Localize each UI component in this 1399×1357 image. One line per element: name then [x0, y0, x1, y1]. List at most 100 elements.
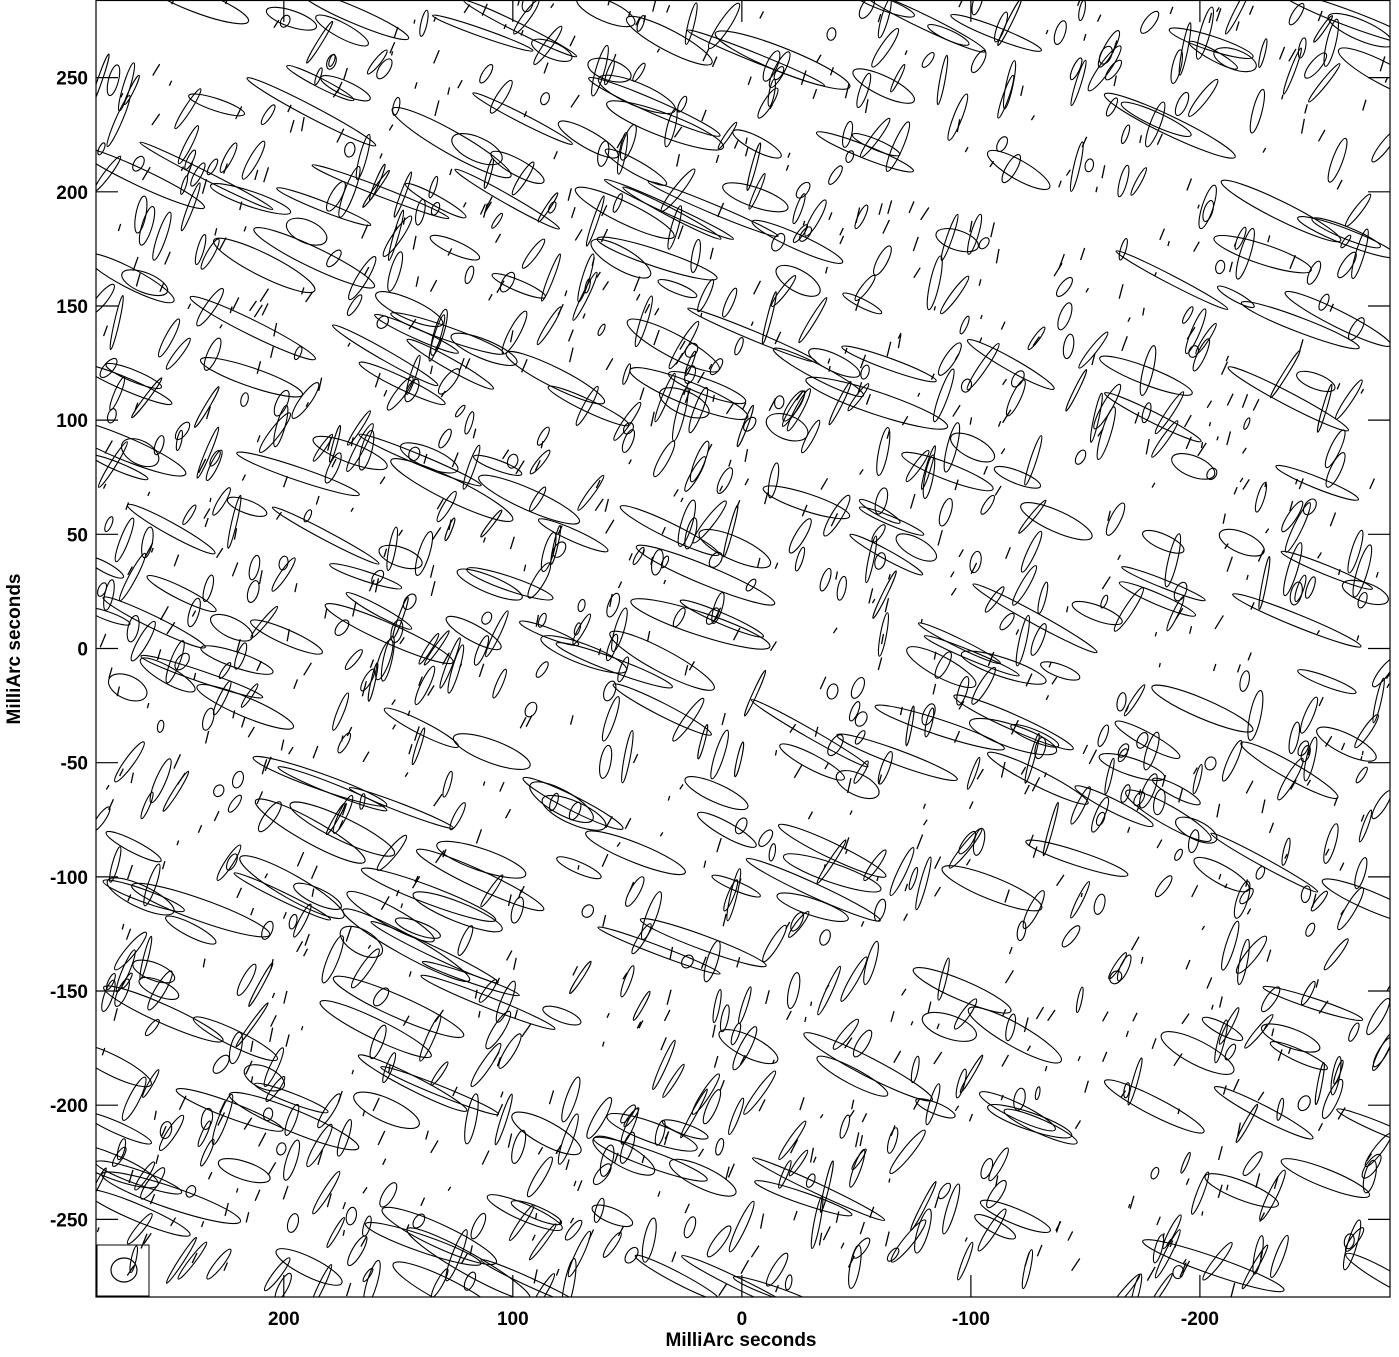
contour — [235, 1002, 269, 1048]
contour — [669, 946, 674, 960]
contour — [102, 483, 107, 489]
contour — [219, 237, 227, 250]
contour — [263, 1047, 285, 1088]
contour — [876, 427, 891, 476]
contour — [505, 808, 512, 819]
contour — [877, 750, 893, 785]
contour — [361, 224, 369, 239]
contour — [362, 169, 390, 208]
contour — [1290, 779, 1297, 790]
contour — [1235, 227, 1255, 280]
y-tick-label: 250 — [56, 69, 88, 90]
contour — [934, 651, 952, 679]
contour — [1352, 544, 1373, 598]
contour — [624, 1246, 639, 1264]
contour — [207, 1171, 213, 1180]
contour — [367, 662, 379, 702]
contour — [909, 493, 916, 509]
contour — [1173, 1053, 1183, 1067]
contour — [922, 454, 936, 499]
contour — [362, 1259, 381, 1297]
contour — [513, 0, 540, 35]
contour — [727, 1163, 735, 1178]
contour — [233, 528, 238, 540]
contour — [521, 238, 546, 269]
contour — [414, 530, 434, 576]
contour — [804, 199, 827, 237]
contour — [106, 877, 175, 916]
contour — [1258, 556, 1271, 610]
contour — [463, 1271, 477, 1291]
contour — [378, 544, 423, 570]
contour — [310, 865, 318, 879]
contour — [529, 486, 547, 512]
contour — [306, 1123, 333, 1168]
contour — [990, 222, 995, 238]
contour — [392, 596, 409, 639]
contour — [986, 149, 1051, 191]
contour — [436, 840, 527, 879]
contour — [908, 866, 919, 891]
contour — [768, 843, 777, 862]
contour — [1224, 543, 1229, 550]
contour — [263, 1257, 291, 1292]
contour — [1062, 333, 1075, 360]
contour — [1264, 481, 1267, 488]
contour — [388, 124, 394, 131]
contour — [1204, 756, 1217, 771]
contour — [107, 673, 148, 702]
contour — [117, 223, 122, 232]
contour — [273, 322, 278, 337]
contour — [486, 1194, 563, 1231]
contour — [1191, 1171, 1210, 1215]
contour — [372, 1097, 380, 1112]
contour — [1026, 1045, 1031, 1052]
contour — [457, 925, 474, 956]
contour — [597, 926, 721, 975]
contour — [782, 390, 806, 422]
contour — [358, 361, 446, 406]
contour — [105, 830, 162, 863]
contour — [442, 770, 453, 798]
contour — [1001, 154, 1022, 184]
contour — [859, 1221, 865, 1235]
contour — [265, 1076, 286, 1102]
contour — [861, 1113, 868, 1123]
contour — [225, 853, 238, 871]
contour — [819, 1114, 824, 1119]
contour — [910, 1180, 937, 1231]
contour — [774, 331, 782, 345]
contour — [977, 1208, 1007, 1252]
contour — [880, 633, 885, 645]
contour — [102, 325, 109, 337]
contour — [1168, 27, 1254, 60]
contour — [1316, 726, 1377, 762]
contour — [863, 849, 887, 882]
contour — [535, 614, 540, 627]
contour — [1000, 448, 1006, 455]
contour — [1145, 101, 1166, 148]
contour — [296, 851, 305, 867]
contour — [264, 759, 268, 765]
contour — [632, 753, 639, 764]
contour — [1125, 1030, 1129, 1038]
contour — [937, 957, 950, 1001]
contour — [1030, 115, 1035, 121]
contour — [1371, 657, 1390, 688]
contour — [1113, 75, 1117, 87]
contour — [605, 633, 619, 662]
contour — [1206, 977, 1213, 989]
contour — [713, 607, 722, 622]
contour — [174, 421, 191, 441]
contour — [890, 1219, 927, 1263]
contour — [1093, 893, 1106, 915]
contour — [458, 357, 465, 372]
contour — [1213, 235, 1312, 274]
contour — [469, 1245, 473, 1256]
contour — [1170, 49, 1183, 84]
contour — [413, 19, 416, 24]
contour — [684, 365, 697, 385]
contour — [849, 533, 924, 576]
contour — [792, 193, 806, 225]
contour — [156, 649, 162, 661]
